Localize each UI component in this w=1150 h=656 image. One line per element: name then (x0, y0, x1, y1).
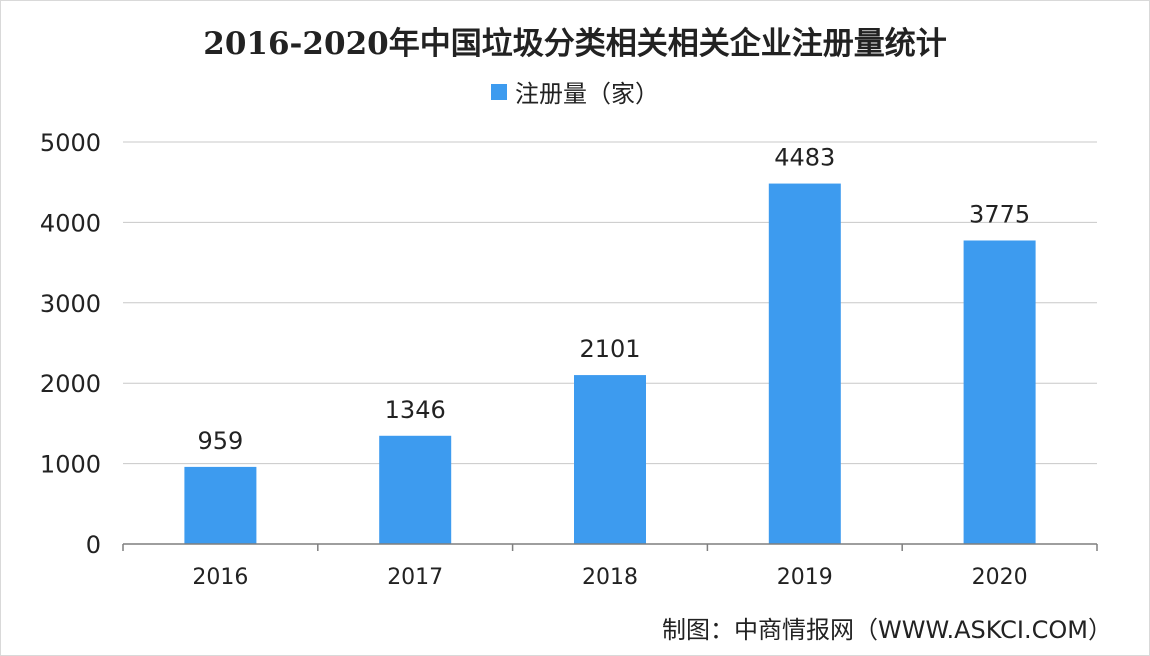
y-tick-label: 0 (86, 531, 101, 559)
bar (768, 183, 841, 544)
y-tick-label: 4000 (40, 209, 101, 237)
bar (379, 435, 452, 544)
x-tick-label: 2017 (387, 565, 443, 590)
data-label: 2101 (579, 335, 640, 363)
bar (184, 466, 257, 544)
data-label: 4483 (774, 144, 835, 172)
data-label: 3775 (969, 200, 1030, 228)
source-note: 制图：中商情报网（WWW.ASKCI.COM） (662, 616, 1112, 644)
legend-label: 注册量（家） (515, 80, 659, 108)
x-tick-label: 2019 (777, 565, 833, 590)
data-label: 1346 (385, 396, 446, 424)
bar (963, 240, 1036, 545)
legend: 注册量（家） (0, 74, 1150, 109)
x-tick-label: 2020 (972, 565, 1028, 590)
bar (574, 375, 646, 544)
data-label: 959 (197, 427, 243, 455)
y-tick-label: 5000 (40, 129, 101, 157)
y-tick-label: 2000 (40, 370, 101, 398)
x-tick-label: 2018 (582, 565, 638, 590)
y-tick-label: 1000 (40, 451, 101, 479)
legend-swatch (491, 83, 507, 100)
y-tick-label: 3000 (40, 290, 101, 318)
x-tick-label: 2016 (192, 565, 248, 590)
chart-title: 2016-2020年中国垃圾分类相关相关企业注册量统计 (203, 26, 947, 62)
